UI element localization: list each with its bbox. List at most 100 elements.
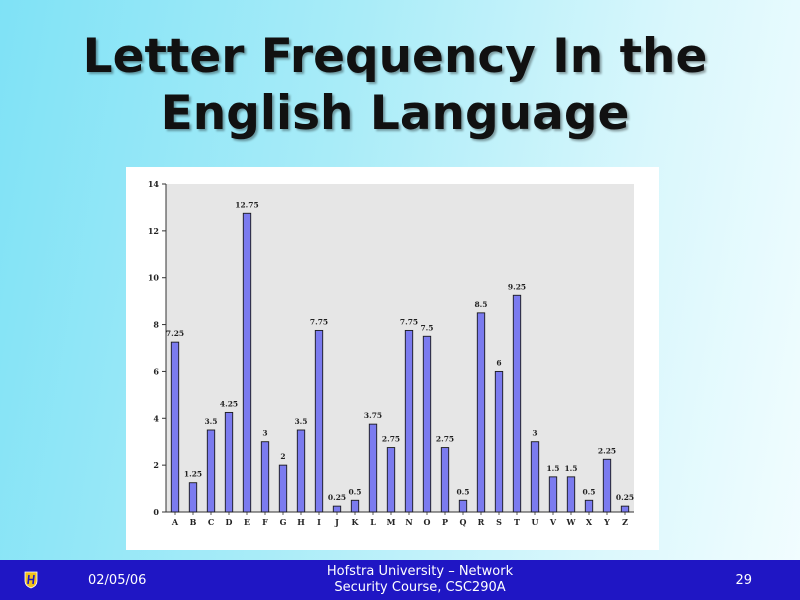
- bar-h: [296, 429, 306, 513]
- x-tick-label-p: P: [442, 517, 448, 527]
- data-label-w: 1.5: [564, 464, 577, 473]
- bar-v: [548, 476, 558, 513]
- data-label-y: 2.25: [598, 446, 616, 455]
- y-tick-label: 4: [153, 413, 159, 423]
- bar-u: [530, 441, 540, 513]
- data-label-s: 6: [496, 358, 501, 367]
- x-tick-label-d: D: [226, 517, 233, 527]
- bar-p: [440, 447, 450, 513]
- data-label-c: 3.5: [204, 417, 217, 426]
- x-tick-label-e: E: [244, 517, 250, 527]
- x-tick-label-f: F: [262, 517, 268, 527]
- x-tick-label-t: T: [514, 517, 520, 527]
- x-tick-label-k: K: [352, 517, 360, 527]
- bar-n: [404, 329, 414, 513]
- footer-course-line-1: Hofstra University – Network: [326, 564, 514, 579]
- data-label-z: 0.25: [616, 493, 634, 502]
- data-label-m: 2.75: [382, 435, 400, 444]
- bar-f: [260, 441, 270, 513]
- footer-page-number: 29: [735, 573, 752, 588]
- bars: [170, 212, 630, 513]
- bar-x: [584, 499, 594, 513]
- data-label-n: 7.75: [400, 317, 418, 326]
- bar-t: [512, 294, 522, 513]
- footer-course-line-2: Security Course, CSC290A: [334, 580, 506, 595]
- bar-w: [566, 476, 576, 513]
- x-tick-label-m: M: [387, 517, 396, 527]
- x-tick-label-c: C: [208, 517, 214, 527]
- x-tick-label-s: S: [496, 517, 502, 527]
- data-label-x: 0.5: [582, 487, 595, 496]
- bar-y: [602, 458, 612, 513]
- data-label-p: 2.75: [436, 435, 454, 444]
- plot-area: [166, 184, 634, 512]
- slide-title-line-2: English Language: [160, 86, 630, 141]
- y-tick-label: 6: [153, 366, 159, 376]
- x-tick-label-b: B: [190, 517, 197, 527]
- bar-j: [332, 505, 342, 513]
- x-tick-label-h: H: [297, 517, 305, 527]
- bar-q: [458, 499, 468, 513]
- footer-date: 02/05/06: [88, 573, 147, 588]
- bar-r: [476, 312, 486, 513]
- x-tick-label-o: O: [424, 517, 431, 527]
- data-label-g: 2: [280, 452, 285, 461]
- x-tick-label-i: I: [317, 517, 321, 527]
- x-tick-label-r: R: [478, 517, 485, 527]
- x-tick-label-y: Y: [603, 517, 610, 527]
- data-label-i: 7.75: [310, 317, 328, 326]
- data-label-e: 12.75: [235, 200, 259, 209]
- data-label-k: 0.5: [348, 487, 361, 496]
- bar-e: [242, 212, 252, 513]
- data-label-v: 1.5: [546, 464, 559, 473]
- y-tick-label: 14: [148, 179, 160, 189]
- data-label-a: 7.25: [166, 329, 184, 338]
- data-label-f: 3: [262, 429, 267, 438]
- data-label-l: 3.75: [364, 411, 382, 420]
- x-tick-label-w: W: [566, 517, 577, 527]
- y-axis: 0 2 4 6 8 10 12 14: [148, 179, 167, 517]
- data-label-r: 8.5: [474, 300, 487, 309]
- slide-title-line-1: Letter Frequency In the: [82, 29, 708, 84]
- x-tick-label-a: A: [171, 517, 179, 527]
- hofstra-logo-icon: [24, 571, 38, 589]
- y-tick-label: 12: [148, 226, 159, 236]
- bar-m: [386, 447, 396, 513]
- x-tick-label-z: Z: [622, 517, 628, 527]
- x-tick-label-u: U: [532, 517, 539, 527]
- bar-b: [188, 482, 198, 513]
- x-tick-label-v: V: [549, 517, 557, 527]
- data-labels: 7.251.253.54.2512.75323.57.750.250.53.75…: [166, 200, 634, 502]
- data-label-t: 9.25: [508, 282, 526, 291]
- x-tick-label-l: L: [370, 517, 376, 527]
- x-tick-label-j: J: [334, 517, 339, 527]
- slide-title: Letter Frequency In the English Language: [0, 28, 790, 142]
- x-tick-label-x: X: [586, 517, 593, 527]
- data-label-b: 1.25: [184, 470, 202, 479]
- y-tick-label: 0: [153, 507, 159, 517]
- footer-bar: 02/05/06 Hofstra University – Network Se…: [0, 560, 800, 600]
- bar-k: [350, 499, 360, 513]
- x-tick-label-g: G: [280, 517, 287, 527]
- data-label-d: 4.25: [220, 399, 238, 408]
- bar-o: [422, 335, 432, 513]
- bar-g: [278, 464, 288, 513]
- data-label-h: 3.5: [294, 417, 307, 426]
- y-tick-label: 2: [153, 460, 159, 470]
- bar-d: [224, 411, 234, 513]
- data-label-q: 0.5: [456, 487, 469, 496]
- bar-l: [368, 423, 378, 513]
- x-tick-label-q: Q: [460, 517, 467, 527]
- data-label-j: 0.25: [328, 493, 346, 502]
- data-label-o: 7.5: [420, 323, 433, 332]
- data-label-u: 3: [532, 429, 537, 438]
- bar-c: [206, 429, 216, 513]
- y-tick-label: 10: [148, 273, 160, 283]
- bar-s: [494, 370, 504, 513]
- x-tick-label-n: N: [405, 517, 412, 527]
- bar-i: [314, 329, 324, 513]
- bar-z: [620, 505, 630, 513]
